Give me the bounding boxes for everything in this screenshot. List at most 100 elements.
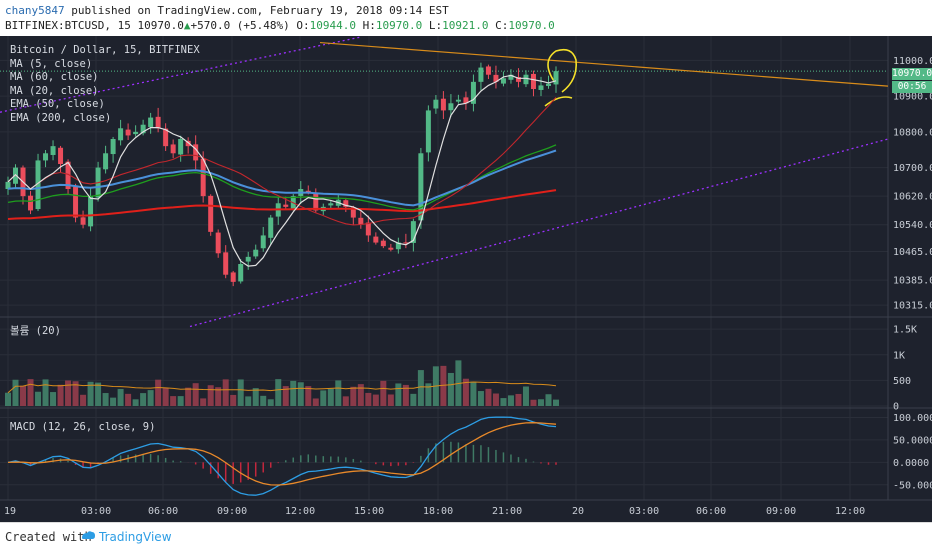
volume-bar — [500, 398, 507, 406]
candle-body — [350, 207, 356, 218]
volume-tick-label: 500 — [893, 376, 911, 387]
candle-body — [125, 129, 131, 136]
volume-bar — [297, 382, 304, 406]
footer: Created with TradingView — [0, 522, 932, 551]
symbol-label: BITFINEX:BTCUSD, 15 — [5, 19, 131, 32]
macd-signal-line — [7, 422, 557, 486]
candle-body — [373, 236, 379, 243]
volume-bar — [20, 385, 27, 406]
price-tick-label: 10465.0 — [893, 247, 932, 258]
legend-item-ma20[interactable]: MA (20, close) — [10, 84, 99, 97]
chart-legend: Bitcoin / Dollar, 15, BITFINEX MA (5, cl… — [10, 44, 200, 125]
candle-body — [163, 128, 169, 147]
volume-ma-line — [7, 381, 557, 394]
price-tick-label: 10700.0 — [893, 163, 932, 174]
trend-line — [319, 41, 889, 87]
chart-area[interactable]: 11000.0 10900.0 10800.0 10700.0 10620.0 10540… — [0, 36, 932, 522]
candle-body — [313, 193, 319, 211]
volume-bar — [395, 383, 402, 406]
time-tick-label: 19 — [4, 506, 16, 517]
candle-body — [538, 85, 544, 90]
candle-body — [328, 203, 334, 206]
time-tick-label: 09:00 — [766, 506, 796, 517]
volume-bar — [507, 395, 514, 406]
candle-body — [448, 103, 454, 111]
candle-body — [35, 160, 41, 210]
candle-body — [245, 256, 251, 262]
published-text: published on TradingView.com, February 1… — [71, 4, 449, 17]
candle-body — [283, 204, 289, 207]
candle-body — [238, 264, 244, 282]
candle-body — [523, 74, 529, 85]
countdown-tag: 00:56 — [892, 81, 932, 93]
candle-body — [50, 146, 56, 155]
volume-bar — [553, 399, 559, 406]
ma20-line — [7, 96, 557, 226]
channel-lower-line — [189, 138, 889, 328]
candle-body — [28, 195, 34, 211]
volume-bar — [110, 397, 117, 406]
volume-bar — [260, 395, 267, 406]
candle-body — [545, 83, 551, 86]
volume-bar — [80, 394, 87, 406]
volume-bar — [417, 370, 424, 406]
price-tick-label: 10900.0 — [893, 92, 932, 103]
volume-bar — [267, 399, 274, 406]
macd-tick-label: 100.0000 — [893, 413, 932, 424]
legend-item-ema50[interactable]: EMA (50, close) — [10, 98, 105, 110]
high-value: 10970.0 — [375, 19, 423, 32]
volume-bar — [237, 379, 244, 406]
volume-bar — [387, 394, 394, 406]
legend-item-ma5[interactable]: MA (5, close) — [10, 57, 93, 70]
price-tick-label: 10800.0 — [893, 127, 932, 138]
volume-bar — [425, 383, 432, 406]
candle-body — [470, 81, 476, 104]
macd-tick-label: 50.0000 — [893, 435, 932, 446]
candle-body — [268, 217, 274, 238]
candle-body — [155, 116, 161, 129]
volume-bar — [440, 365, 447, 406]
tradingview-logo-icon — [82, 531, 95, 539]
candle-body — [170, 144, 176, 154]
volume-bar — [200, 398, 207, 406]
volume-bar — [117, 388, 124, 406]
author-link[interactable]: chany5847 — [5, 4, 65, 17]
volume-bar — [72, 381, 79, 406]
ohlc-bar: BITFINEX:BTCUSD, 15 10970.0▲+570.0 (+5.4… — [5, 19, 555, 32]
legend-item-ema200[interactable]: EMA (200, close) — [10, 111, 112, 124]
volume-bar — [320, 390, 327, 406]
volume-bar — [462, 378, 469, 406]
candle-body — [410, 221, 416, 243]
volume-bar — [530, 399, 537, 406]
price-tick-label: 10315.0 — [893, 301, 932, 312]
legend-item-ma60[interactable]: MA (60, close) — [10, 71, 99, 83]
macd-legend[interactable]: MACD (12, 26, close, 9) — [10, 421, 156, 433]
candle-body — [65, 161, 71, 189]
volume-bar — [57, 384, 64, 406]
volume-bar — [537, 399, 544, 406]
last-price: 10970.0 — [137, 19, 184, 32]
volume-bar — [350, 386, 357, 406]
tradingview-link[interactable]: TradingView — [99, 530, 172, 544]
volume-legend[interactable]: 볼륨 (20) — [10, 325, 61, 337]
candle-body — [433, 99, 439, 109]
highlight-annotation — [544, 48, 578, 107]
candle-body — [230, 272, 236, 282]
volume-tick-label: 1.5K — [893, 325, 917, 336]
time-tick-label: 06:00 — [148, 506, 178, 517]
candle-body — [215, 232, 221, 254]
candle-body — [118, 128, 124, 141]
volume-bar — [252, 388, 259, 406]
time-tick-label: 09:00 — [217, 506, 247, 517]
candle-body — [103, 153, 109, 170]
candle-body — [358, 217, 364, 225]
volume-bar — [447, 372, 454, 406]
volume-bar — [147, 390, 154, 406]
candle-body — [148, 117, 154, 127]
chart-canvas[interactable]: 11000.0 10900.0 10800.0 10700.0 10620.0 10540… — [0, 36, 932, 522]
ma5-line — [7, 74, 557, 267]
volume-bar — [545, 394, 552, 406]
candle-body — [395, 242, 401, 250]
candle-body — [193, 144, 199, 161]
time-tick-label: 20 — [572, 506, 584, 517]
